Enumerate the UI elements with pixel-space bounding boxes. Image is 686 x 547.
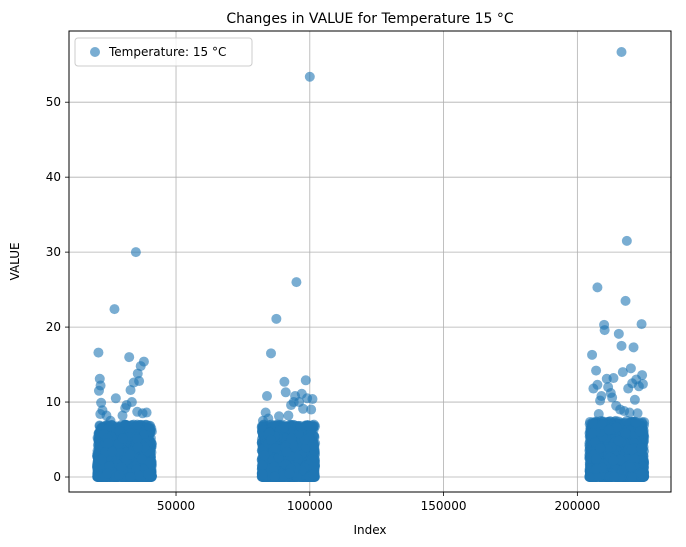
data-point	[125, 471, 136, 482]
data-point	[308, 469, 319, 480]
data-point	[269, 471, 280, 482]
data-point	[102, 468, 113, 479]
data-point	[145, 457, 156, 468]
data-point	[257, 460, 268, 471]
data-point	[257, 469, 268, 480]
data-point	[269, 461, 280, 472]
data-point	[107, 446, 118, 457]
data-point	[103, 438, 114, 449]
data-point	[284, 468, 295, 479]
data-point	[143, 469, 154, 480]
data-point	[132, 419, 143, 430]
data-point	[281, 446, 292, 457]
grid-lines	[69, 31, 671, 492]
data-point	[295, 421, 306, 432]
data-point	[114, 469, 125, 480]
data-points	[92, 46, 650, 483]
data-point	[132, 442, 143, 453]
data-point	[96, 454, 107, 465]
data-point	[117, 433, 128, 444]
data-point	[144, 421, 155, 432]
data-point	[270, 443, 281, 454]
data-point	[125, 449, 136, 460]
data-point	[266, 434, 277, 445]
data-point	[286, 433, 297, 444]
data-point	[278, 422, 289, 433]
data-point	[259, 450, 270, 461]
